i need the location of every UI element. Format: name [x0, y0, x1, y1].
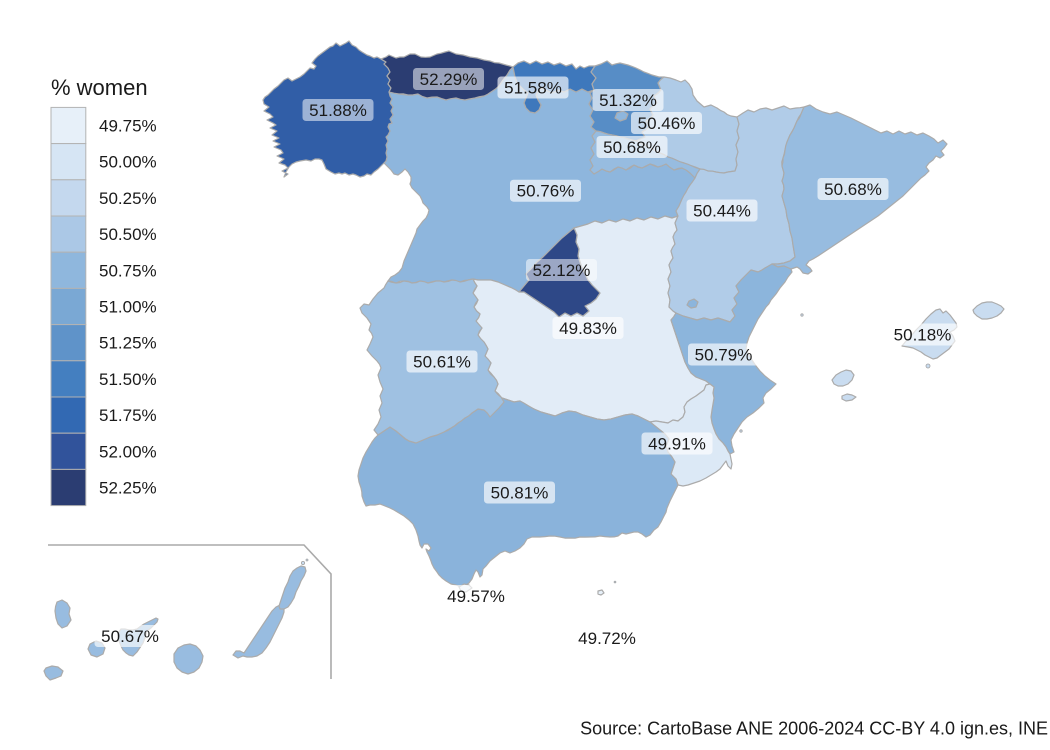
svg-text:50.67%: 50.67%	[101, 627, 159, 646]
svg-text:49.72%: 49.72%	[578, 629, 636, 648]
svg-text:51.75%: 51.75%	[99, 406, 157, 425]
svg-text:Source: CartoBase ANE 2006-202: Source: CartoBase ANE 2006-2024 CC-BY 4.…	[580, 719, 1048, 739]
svg-text:51.00%: 51.00%	[99, 298, 157, 317]
svg-text:50.50%: 50.50%	[99, 225, 157, 244]
svg-text:52.12%: 52.12%	[533, 261, 591, 280]
svg-text:49.83%: 49.83%	[559, 319, 617, 338]
svg-text:51.32%: 51.32%	[599, 91, 657, 110]
svg-text:49.91%: 49.91%	[648, 435, 706, 454]
svg-text:50.76%: 50.76%	[517, 182, 575, 201]
svg-text:49.75%: 49.75%	[99, 117, 157, 136]
svg-text:50.79%: 50.79%	[695, 346, 753, 365]
svg-text:50.46%: 50.46%	[638, 114, 696, 133]
svg-text:51.25%: 51.25%	[99, 334, 157, 353]
svg-text:50.61%: 50.61%	[413, 353, 471, 372]
svg-text:50.18%: 50.18%	[894, 326, 952, 345]
svg-text:50.75%: 50.75%	[99, 261, 157, 280]
svg-text:52.00%: 52.00%	[99, 442, 157, 461]
svg-text:50.81%: 50.81%	[491, 484, 549, 503]
svg-text:51.88%: 51.88%	[309, 101, 367, 120]
svg-text:% women: % women	[51, 75, 148, 100]
svg-text:49.57%: 49.57%	[447, 587, 505, 606]
svg-text:50.68%: 50.68%	[603, 138, 661, 157]
svg-text:50.25%: 50.25%	[99, 189, 157, 208]
svg-text:52.25%: 52.25%	[99, 479, 157, 498]
svg-text:52.29%: 52.29%	[420, 70, 478, 89]
svg-text:50.00%: 50.00%	[99, 153, 157, 172]
svg-text:51.58%: 51.58%	[504, 79, 562, 98]
svg-text:51.50%: 51.50%	[99, 370, 157, 389]
svg-text:50.44%: 50.44%	[693, 202, 751, 221]
svg-text:50.68%: 50.68%	[824, 180, 882, 199]
